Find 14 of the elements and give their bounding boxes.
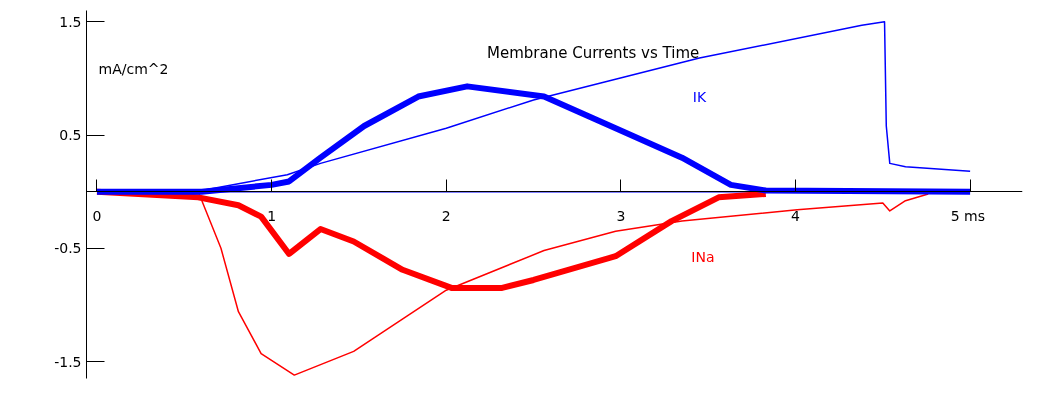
x-tick-label: 2: [441, 207, 451, 224]
y-axis-title: mA/cm^2: [98, 60, 169, 77]
x-tick-label: 3: [616, 207, 626, 224]
y-tick-label: -0.5: [54, 240, 82, 257]
x-tick-label: 1: [267, 207, 277, 224]
y-tick-label: -1.5: [54, 353, 82, 370]
annotation: INa: [691, 249, 715, 266]
text: Membrane Currents vs Time: [486, 43, 700, 62]
x-tick-label: 5 ms: [950, 207, 986, 224]
x-tick-label: 0: [92, 207, 102, 224]
y-tick-label: 0.5: [59, 127, 82, 144]
x-tick-label: 4: [791, 207, 801, 224]
y-tick-label: 1.5: [59, 13, 82, 30]
annotation: IK: [692, 88, 707, 105]
